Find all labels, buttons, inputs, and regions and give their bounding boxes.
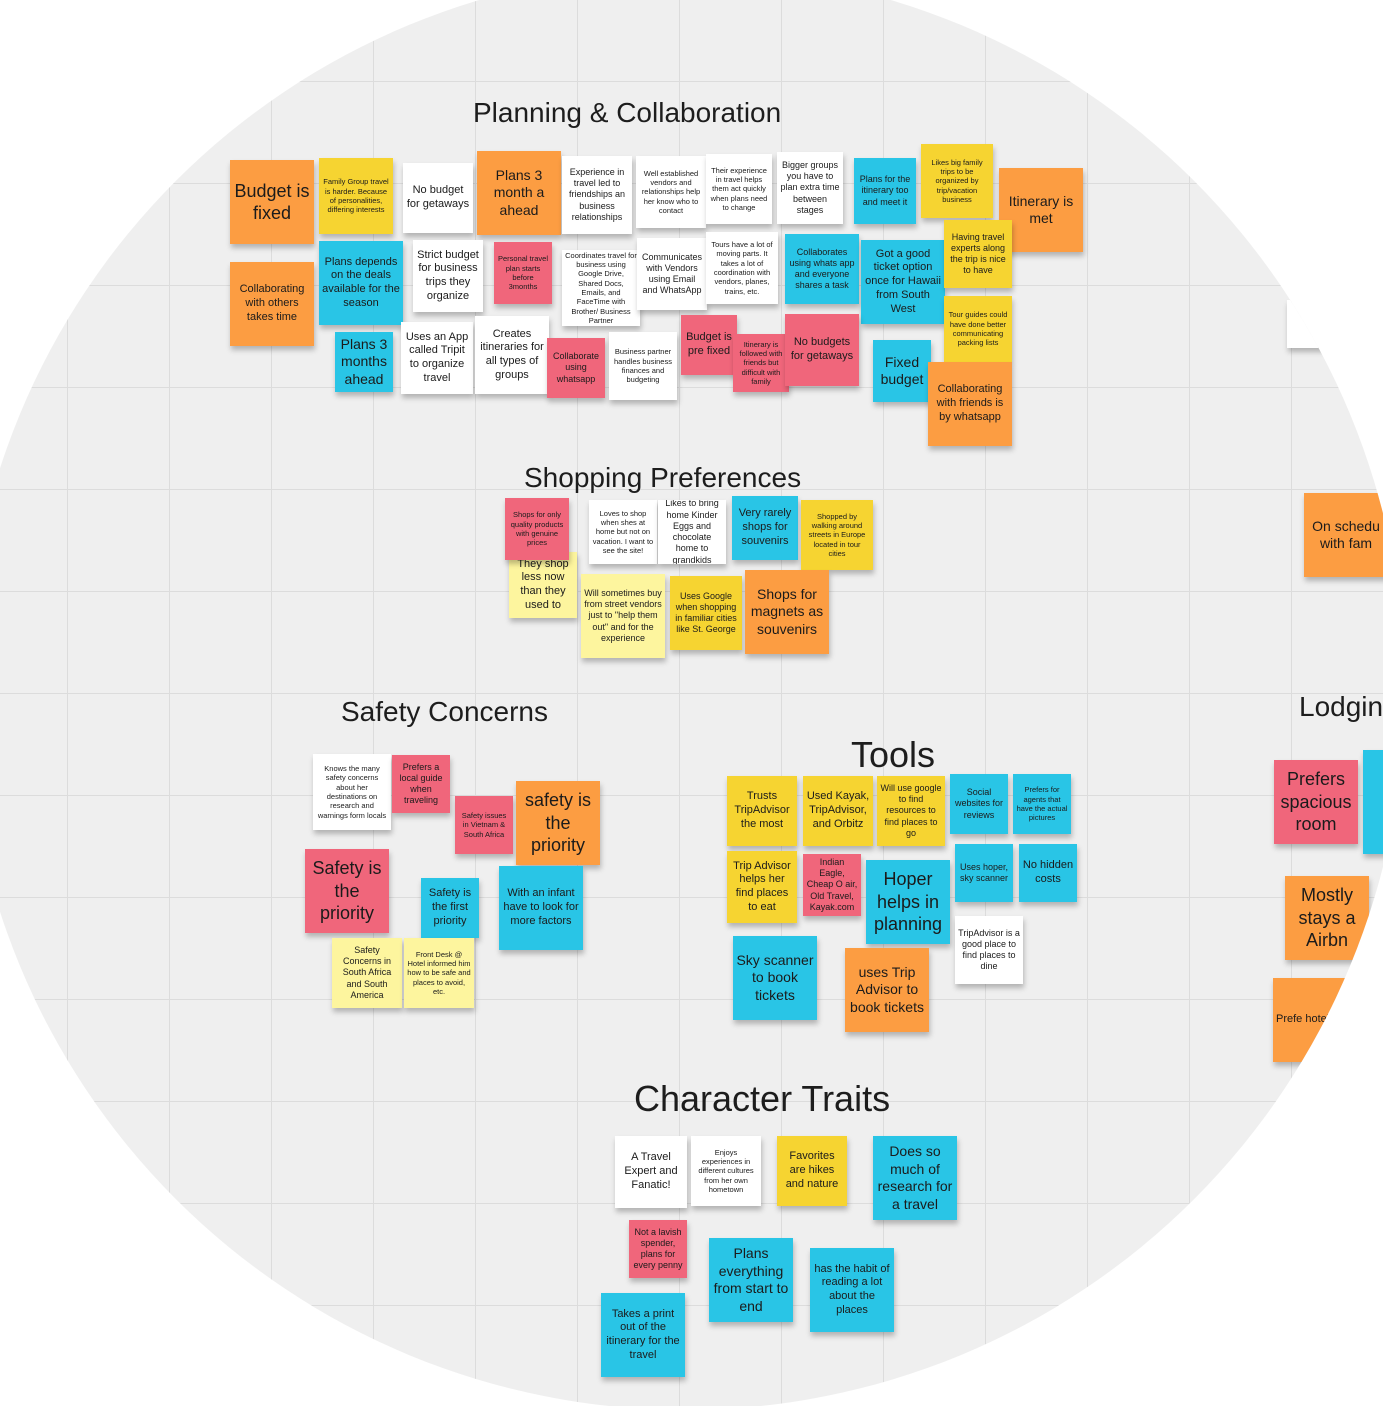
heading-traits: Character Traits	[634, 1078, 891, 1119]
sticky-note[interactable]: Itinerary is followed with friends but d…	[733, 334, 789, 392]
heading-lodging: Lodging	[1299, 691, 1383, 722]
sticky-note[interactable]: Prefers for agents that have the actual …	[1013, 774, 1071, 834]
sticky-note[interactable]: Plans everything from start to end	[709, 1238, 793, 1322]
sticky-note[interactable]: Social websites for reviews	[950, 774, 1008, 834]
sticky-note[interactable]: Tour guides could have done better commu…	[944, 296, 1012, 362]
sticky-note[interactable]: Budget is pre fixed	[681, 315, 737, 375]
sticky-note[interactable]: Very rarely shops for souvenirs	[732, 496, 798, 560]
sticky-note[interactable]: Shops for only quality products with gen…	[505, 498, 569, 560]
sticky-note[interactable]: Front Desk @ Hotel informed him how to b…	[404, 938, 474, 1008]
sticky-note[interactable]: Fixed budget	[873, 340, 931, 402]
sticky-note[interactable]: Tours have a lot of moving parts. It tak…	[706, 232, 778, 304]
sticky-note[interactable]: Plans for the itinerary too and meet it	[854, 158, 916, 224]
sticky-note[interactable]: Safety is the first priority	[421, 878, 479, 938]
sticky-note[interactable]: Family Group travel is harder. Because o…	[319, 158, 393, 234]
sticky-note[interactable]: Uses an App called Tripit to organize tr…	[401, 322, 473, 394]
sticky-note[interactable]: safety is the priority	[516, 781, 600, 865]
sticky-note[interactable]: Creates itineraries for all types of gro…	[475, 316, 549, 394]
sticky-note[interactable]: Got a good ticket option once for Hawaii…	[861, 240, 945, 324]
sticky-note[interactable]: uses Trip Advisor to book tickets	[845, 948, 929, 1032]
sticky-note[interactable]: Loves to shop when shes at home but not …	[589, 500, 657, 564]
sticky-note[interactable]: Enjoys experiences in different cultures…	[691, 1136, 761, 1206]
sticky-note[interactable]: Safety issues in Vietnam & South Africa	[455, 796, 513, 854]
diagram-title: AFFINITY DIAGRAM	[445, 0, 908, 2]
sticky-note[interactable]: Sky scanner to book tickets	[733, 936, 817, 1020]
sticky-note[interactable]: Shopped by walking around streets in Eur…	[801, 500, 873, 570]
sticky-note[interactable]: Experience in travel led to friendships …	[562, 156, 632, 234]
sticky-note[interactable]: has the habit of reading a lot about the…	[810, 1248, 894, 1332]
sticky-note[interactable]: Likes big family trips to be organized b…	[921, 144, 993, 218]
sticky-note[interactable]: Collaborating with friends is by whatsap…	[928, 362, 1012, 446]
sticky-note[interactable]: Will sometimes buy from street vendors j…	[581, 574, 665, 658]
sticky-note[interactable]: Budget is fixed	[230, 160, 314, 244]
sticky-note[interactable]: Collaborates using whats app and everyon…	[785, 234, 859, 304]
sticky-note[interactable]: On schedu with fam	[1304, 493, 1383, 577]
sticky-note[interactable]: No hidden costs	[1019, 844, 1077, 902]
sticky-note[interactable]: Will use google to find resources to fin…	[877, 776, 945, 846]
sticky-note[interactable]: Hoper helps in planning	[866, 860, 950, 944]
sticky-note[interactable]: A Travel Expert and Fanatic!	[615, 1136, 687, 1208]
heading-tools: Tools	[851, 734, 936, 775]
sticky-note[interactable]: Itinerary is met	[999, 168, 1083, 252]
sticky-note[interactable]: Shops for magnets as souvenirs	[745, 570, 829, 654]
sticky-note[interactable]: Plans 3 month a ahead	[477, 151, 561, 235]
sticky-note[interactable]: Well established vendors and relationshi…	[636, 156, 706, 228]
sticky-note[interactable]: Business partner handles business financ…	[609, 332, 677, 400]
sticky-note[interactable]	[1287, 300, 1327, 348]
sticky-note[interactable]: Plans depends on the deals available for…	[319, 241, 403, 325]
sticky-note[interactable]: Uses hoper, sky scanner	[955, 844, 1013, 902]
sticky-note[interactable]: Favorites are hikes and nature	[777, 1136, 847, 1206]
sticky-note[interactable]: Prefers spacious room	[1274, 760, 1358, 844]
sticky-note[interactable]: Trip Advisor helps her find places to ea…	[727, 851, 797, 923]
sticky-note[interactable]: Mostly stays a Airbn	[1285, 876, 1369, 960]
sticky-note[interactable]: Prefe hotel no	[1273, 978, 1357, 1062]
sticky-note[interactable]: Safety is the priority	[305, 849, 389, 933]
sticky-note[interactable]: Knows the many safety concerns about her…	[313, 754, 391, 830]
sticky-note[interactable]: Their experience in travel helps them ac…	[706, 154, 772, 224]
sticky-note[interactable]: Having travel experts along the trip is …	[944, 220, 1012, 288]
sticky-note[interactable]: Safety Concerns in South Africa and Sout…	[332, 938, 402, 1008]
sticky-note[interactable]: Uses Google when shopping in familiar ci…	[670, 576, 742, 650]
sticky-note[interactable]: Coordinates travel for business using Go…	[562, 250, 640, 326]
sticky-note[interactable]: Communicates with Vendors using Email an…	[637, 238, 707, 310]
sticky-note[interactable]: Bigger groups you have to plan extra tim…	[777, 152, 843, 224]
sticky-note[interactable]: TripAdvisor is a good place to find plac…	[955, 916, 1023, 984]
heading-planning: Planning & Collaboration	[473, 97, 782, 128]
sticky-note[interactable]: Plans 3 months ahead	[335, 332, 393, 392]
sticky-note[interactable]: Used Kayak, TripAdvisor, and Orbitz	[803, 776, 873, 846]
sticky-note[interactable]: Does so much of research for a travel	[873, 1136, 957, 1220]
sticky-note[interactable]: With an infant have to look for more fac…	[499, 866, 583, 950]
sticky-note[interactable]: Trusts TripAdvisor the most	[727, 776, 797, 846]
sticky-note[interactable]: No budget for getaways	[403, 163, 473, 233]
sticky-note[interactable]: Not a lavish spender, plans for every pe…	[629, 1220, 687, 1278]
heading-shopping: Shopping Preferences	[524, 462, 802, 493]
sticky-note[interactable]: Strict budget for business trips they or…	[413, 240, 483, 312]
sticky-note[interactable]: Prefers a local guide when traveling	[392, 755, 450, 813]
sticky-note[interactable]: Collaborate using whatsapp	[547, 338, 605, 398]
heading-safety: Safety Concerns	[341, 696, 548, 727]
sticky-note[interactable]: They shop less now than they used to	[509, 552, 577, 618]
sticky-note[interactable]: Collaborating with others takes time	[230, 262, 314, 346]
sticky-note[interactable]	[1363, 750, 1383, 854]
sticky-note[interactable]: No budgets for getaways	[785, 314, 859, 386]
sticky-note[interactable]: Takes a print out of the itinerary for t…	[601, 1293, 685, 1377]
sticky-note[interactable]: Likes to bring home Kinder Eggs and choc…	[658, 500, 726, 564]
sticky-note[interactable]: Personal travel plan starts before 3mont…	[494, 242, 552, 304]
sticky-note[interactable]: Indian Eagle, Cheap O air, Old Travel, K…	[803, 854, 861, 916]
